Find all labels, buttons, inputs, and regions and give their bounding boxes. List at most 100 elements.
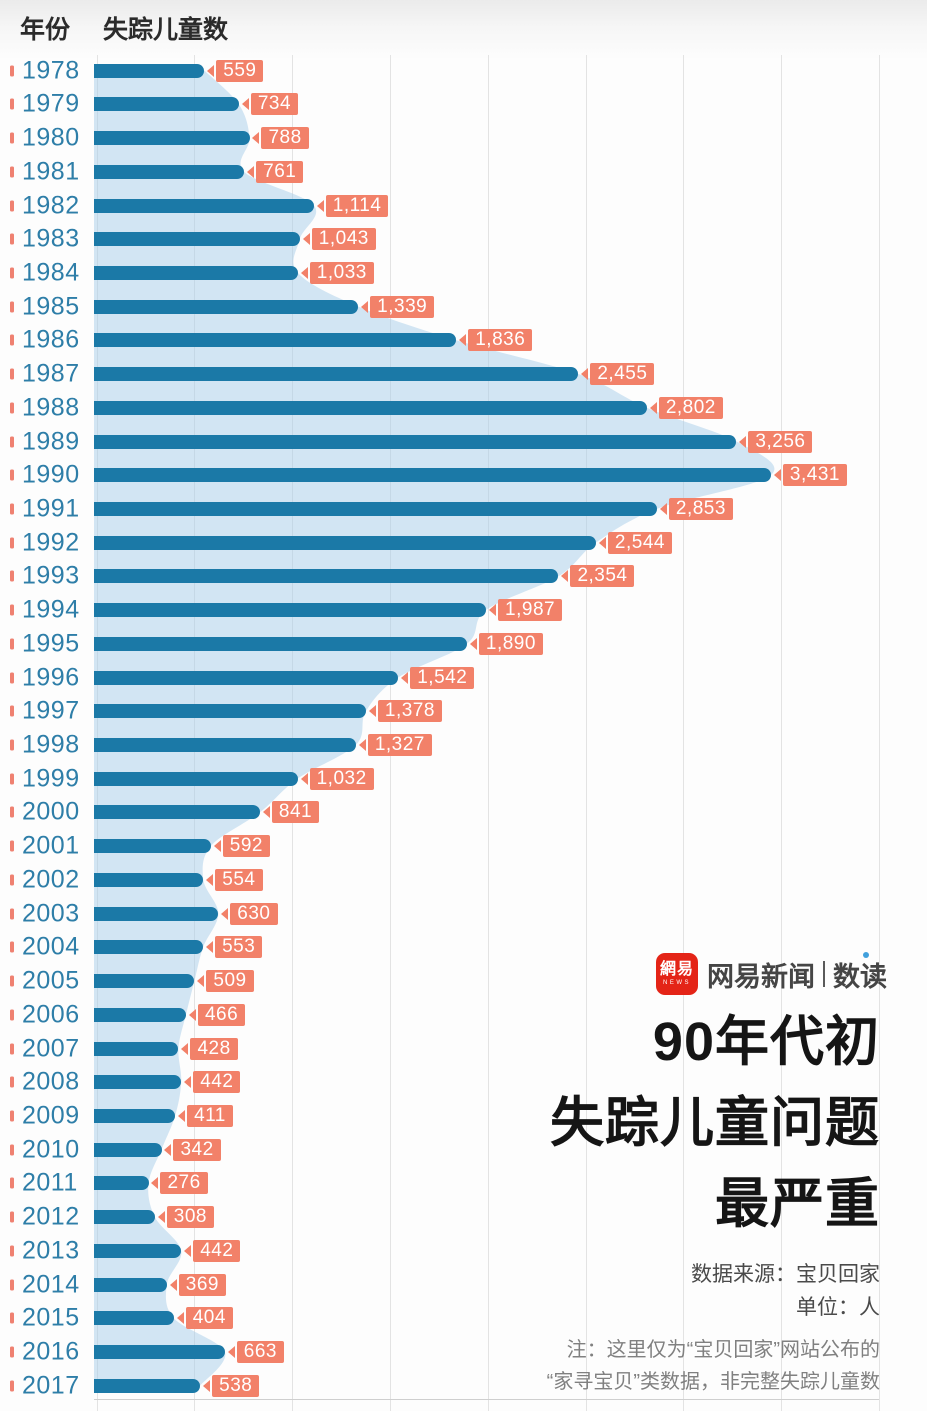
year-tick-icon: [10, 233, 14, 245]
chart-row: 1990 3,431: [0, 458, 927, 492]
bar: [94, 839, 211, 854]
value-label: 2,853: [659, 498, 733, 520]
arrow-left-icon: [739, 435, 747, 448]
arrow-left-icon: [368, 705, 376, 718]
value-label: 1,542: [401, 666, 475, 689]
value-text: 841: [271, 801, 320, 824]
gridline: [879, 55, 880, 1411]
value-text: 509: [206, 970, 254, 993]
year-label: 2011: [22, 1168, 78, 1197]
value-text: 342: [173, 1138, 221, 1161]
year-label: 1983: [22, 224, 80, 253]
year-tick-icon: [10, 436, 14, 448]
bar: [94, 670, 399, 685]
year-tick-icon: [10, 132, 14, 144]
chart-title: 90年代初 失踪儿童问题 最严重: [550, 1002, 880, 1245]
value-text: 1,542: [410, 666, 475, 689]
value-text: 276: [160, 1172, 208, 1195]
value-text: 442: [193, 1071, 241, 1094]
bar: [94, 1345, 225, 1359]
value-label: 369: [169, 1273, 226, 1296]
value-label: 1,378: [368, 700, 442, 723]
value-text: 1,327: [367, 734, 432, 757]
year-tick-icon: [10, 739, 14, 751]
chart-row: 1991 2,853: [0, 492, 927, 526]
value-text: 1,836: [468, 329, 533, 352]
year-tick-icon: [10, 1009, 14, 1021]
arrow-left-icon: [361, 300, 369, 313]
year-label: 2010: [22, 1135, 80, 1164]
value-label: 3,431: [773, 464, 847, 487]
year-label: 1998: [22, 730, 80, 759]
arrow-left-icon: [151, 1177, 159, 1190]
year-tick-icon: [10, 1346, 14, 1358]
chart-row: 1978 559: [0, 54, 927, 88]
value-text: 1,987: [498, 599, 563, 622]
chart-row: 2014 369: [0, 1268, 927, 1302]
year-tick-icon: [10, 1110, 14, 1122]
value-text: 1,378: [377, 700, 442, 723]
chart-row: 2004 553: [0, 930, 927, 964]
year-tick-icon: [10, 1177, 14, 1189]
value-text: 404: [185, 1307, 233, 1330]
chart-row: 1992 2,544: [0, 526, 927, 560]
year-tick-icon: [10, 773, 14, 785]
value-label: 428: [181, 1037, 238, 1060]
arrow-left-icon: [206, 941, 214, 954]
logo-subtext: NEWS: [663, 980, 691, 986]
chart-row: 1980 788: [0, 121, 927, 155]
value-label: 308: [157, 1206, 214, 1229]
chart-row: 2017 538: [0, 1369, 927, 1403]
value-label: 404: [176, 1307, 233, 1330]
year-label: 1993: [22, 561, 80, 590]
value-text: 1,339: [370, 295, 435, 318]
year-label: 1986: [22, 325, 80, 354]
arrow-left-icon: [178, 1109, 186, 1122]
year-tick-icon: [10, 301, 14, 313]
value-text: 411: [187, 1104, 233, 1127]
value-text: 1,890: [478, 632, 543, 655]
year-tick-icon: [10, 1144, 14, 1156]
value-text: 630: [230, 902, 278, 925]
year-label: 2008: [22, 1067, 80, 1096]
year-tick-icon: [10, 1211, 14, 1223]
brand-product: 数读: [833, 951, 887, 994]
value-text: 554: [215, 868, 263, 891]
chart-row: 1996 1,542: [0, 661, 927, 695]
bar: [94, 97, 239, 112]
chart-row: 1984 1,033: [0, 256, 927, 290]
value-label: 538: [203, 1374, 260, 1397]
value-text: 1,114: [325, 194, 389, 217]
gridline: [488, 55, 489, 1411]
value-text: 734: [250, 93, 299, 116]
value-label: 630: [221, 902, 278, 925]
bar: [94, 131, 250, 146]
blue-dot-icon: [863, 951, 870, 958]
arrow-left-icon: [221, 907, 229, 920]
chart-row: 1995 1,890: [0, 627, 927, 661]
year-label: 2006: [22, 1000, 80, 1029]
bar: [94, 1007, 186, 1022]
chart-row: 1997 1,378: [0, 694, 927, 728]
year-label: 2004: [22, 932, 80, 961]
year-label: 1997: [22, 696, 80, 725]
arrow-left-icon: [659, 503, 667, 515]
unit-label: 单位：人: [796, 1296, 880, 1319]
title-line-1: 90年代初: [652, 1012, 880, 1072]
year-label: 1999: [22, 764, 80, 793]
arrow-left-icon: [207, 64, 215, 77]
value-label: 1,032: [300, 767, 374, 790]
year-tick-icon: [10, 1076, 14, 1088]
value-label: 1,987: [489, 599, 563, 622]
year-label: 2005: [22, 966, 80, 995]
gridline: [586, 55, 587, 1411]
value-text: 1,033: [309, 261, 374, 284]
value-text: 663: [236, 1341, 284, 1363]
chart-row: 2005 509: [0, 964, 927, 998]
year-label: 2002: [22, 865, 80, 894]
value-text: 559: [216, 59, 264, 82]
bar: [94, 1210, 155, 1225]
value-label: 2,455: [581, 363, 655, 386]
year-tick-icon: [10, 672, 14, 684]
arrow-left-icon: [581, 368, 589, 381]
